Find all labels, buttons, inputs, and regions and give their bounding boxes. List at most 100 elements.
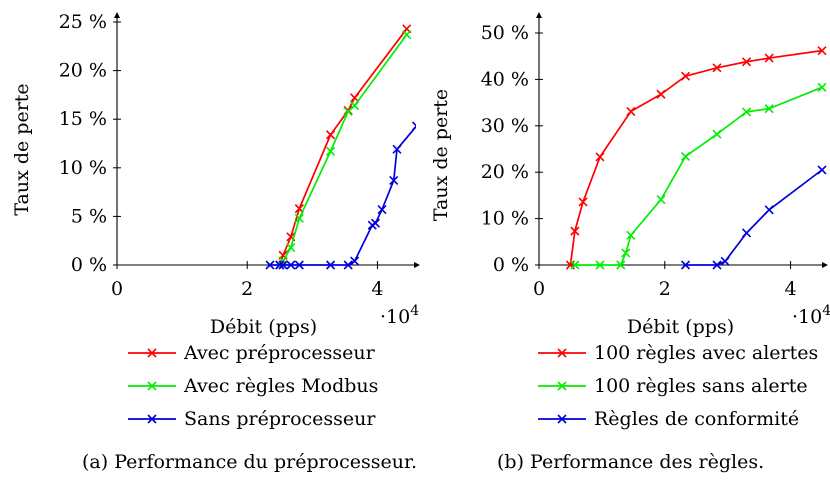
chart-1-series-2-point [817,165,827,175]
chart-0-series-1-point [286,242,296,253]
chart-1-series-0-point [764,53,774,63]
chart-0-legend-item-2-marker [147,414,157,424]
chart-1-legend-item-2-label: Règles de conformité [594,408,799,430]
chart-0-series-2-point [411,121,416,131]
chart-0-series-2-line [270,125,416,266]
chart-1-series-1-point [741,107,752,117]
chart-1-series-0-point [817,46,827,56]
chart-0-series-2-point [370,218,381,228]
chart-1-plot-area [565,46,827,270]
chart-1-ytick-label: 30 % [481,115,529,137]
chart-1-legend-item-0-marker [557,348,567,358]
chart-1-legend-item-2-marker [557,414,567,424]
chart-1-xtick-label: 4 [785,278,797,300]
chart-0-series-1-point [294,213,304,223]
chart-1-series-1-point [656,195,666,205]
chart-0-series-2-point [265,260,275,270]
chart-1-series-0-point [680,71,691,81]
chart-0-x-axis-arrow [414,262,420,268]
chart-1-legend-item-2: Règles de conformité [538,408,799,430]
chart-0-series-1 [275,30,412,270]
chart-1-series-0-line [569,49,823,266]
chart-1-series-2-point [741,228,752,238]
chart-0-legend-item-1-label: Avec règles Modbus [183,375,378,397]
chart-0-legend-item-0: Avec préprocesseur [128,342,376,364]
chart-0-plot-area [265,24,416,270]
chart-1-series-0-point [626,106,636,116]
chart-1-xtick-label: 2 [659,278,671,300]
chart-0-series-0-point [350,93,360,103]
chart-1-series-2-point [720,256,730,266]
chart-1-series-1-point [570,260,580,270]
chart-0-ytick-label: 15 % [59,108,107,130]
chart-1-legend-item-1-label: 100 règles sans alerte [594,375,808,397]
chart-1-caption: (b) Performance des règles. [497,451,764,473]
chart-0-ylabel: Taux de perte [11,83,33,215]
chart-0-series-2-point [343,260,353,270]
chart-0-legend-item-2: Sans préprocesseur [128,408,376,430]
chart-0-ytick-label: 5 % [71,205,107,227]
chart-0-series-1-point [325,146,336,156]
chart-1-series-2 [680,165,827,270]
chart-0-xtick-label: 0 [111,278,123,300]
chart-1-series-1-point [680,151,691,161]
chart-1-series-0 [565,46,827,270]
chart-0-legend-item-0-label: Avec préprocesseur [183,342,376,364]
chart-1: 0 % 10 % 20 % 30 % 40 % 50 % 0 2 4 ·104 Débit (pps… [430,12,830,473]
chart-0-series-2-point [392,144,402,154]
chart-0-ytick-label: 25 % [59,11,107,33]
chart-0-series-1-line [279,34,408,266]
chart-1-y-axis-arrow [536,12,542,18]
chart-1-series-0-point [741,57,752,67]
chart-0-series-2-point [294,260,304,270]
chart-1-x-multiplier: ·104 [792,303,830,328]
chart-1-series-1-point [626,230,636,240]
chart-0-x-multiplier: ·104 [380,303,419,328]
chart-1-xtick-label: 0 [533,278,545,300]
chart-1-series-1-point [817,82,827,92]
chart-1-series-2-point [712,260,722,270]
chart-1-ytick-label: 40 % [481,68,529,90]
chart-1-series-2-point [680,260,691,270]
chart-1-series-1-point [595,260,605,270]
chart-0-series-1-point [350,101,360,111]
chart-0-xtick-label: 2 [241,278,253,300]
chart-0-ytick-label: 20 % [59,60,107,82]
chart-0-ytick-label: 0 % [71,254,107,276]
chart-0-series-2-point [377,205,387,215]
chart-1-x-axis-arrow [822,262,828,268]
chart-1-series-0-point [570,226,580,236]
chart-1-series-0-point [712,63,722,73]
chart-0-series-1-point [402,30,412,40]
chart-1-legend-item-0: 100 règles avec alertes [538,342,818,364]
chart-0-legend-item-2-label: Sans préprocesseur [184,408,376,430]
chart-1-legend-item-1-marker [557,381,567,391]
chart-1-series-1-line [574,86,823,266]
chart-0-series-0-line [278,28,408,266]
chart-0: 0 % 5 % 10 % 15 % 20 % 25 % 0 2 4 ·104 Débit (pps)… [11,11,420,473]
chart-1-series-0-point [595,152,605,162]
chart-0-caption: (a) Performance du préprocesseur. [82,451,417,473]
chart-1-ytick-label: 50 % [481,22,529,44]
chart-1-legend: 100 règles avec alertes 100 règles sans a… [538,342,818,430]
chart-1-ylabel: Taux de perte [430,89,452,221]
chart-0-series-2-point [350,256,360,266]
chart-1-ytick-label: 0 % [493,254,529,276]
chart-0-y-axis-arrow [114,12,120,18]
chart-1-ytick-label: 10 % [481,208,529,230]
chart-0-series-2-point [389,175,399,186]
chart-0-series-2-point [325,260,336,270]
chart-0-xtick-label: 4 [371,278,383,300]
chart-1-series-1-point [764,104,774,114]
chart-0-series-2-point [278,260,288,270]
chart-1-series-2-line [685,169,823,266]
chart-1-series-1 [570,82,827,270]
chart-1-xlabel: Débit (pps) [627,316,734,338]
chart-0-series-0-point [325,130,336,140]
chart-1-legend-item-1: 100 règles sans alerte [538,375,808,397]
chart-0-xlabel: Débit (pps) [210,316,317,338]
chart-0-legend-item-0-marker [147,348,157,358]
chart-1-series-0-point [656,89,666,99]
chart-0-ytick-label: 10 % [59,157,107,179]
